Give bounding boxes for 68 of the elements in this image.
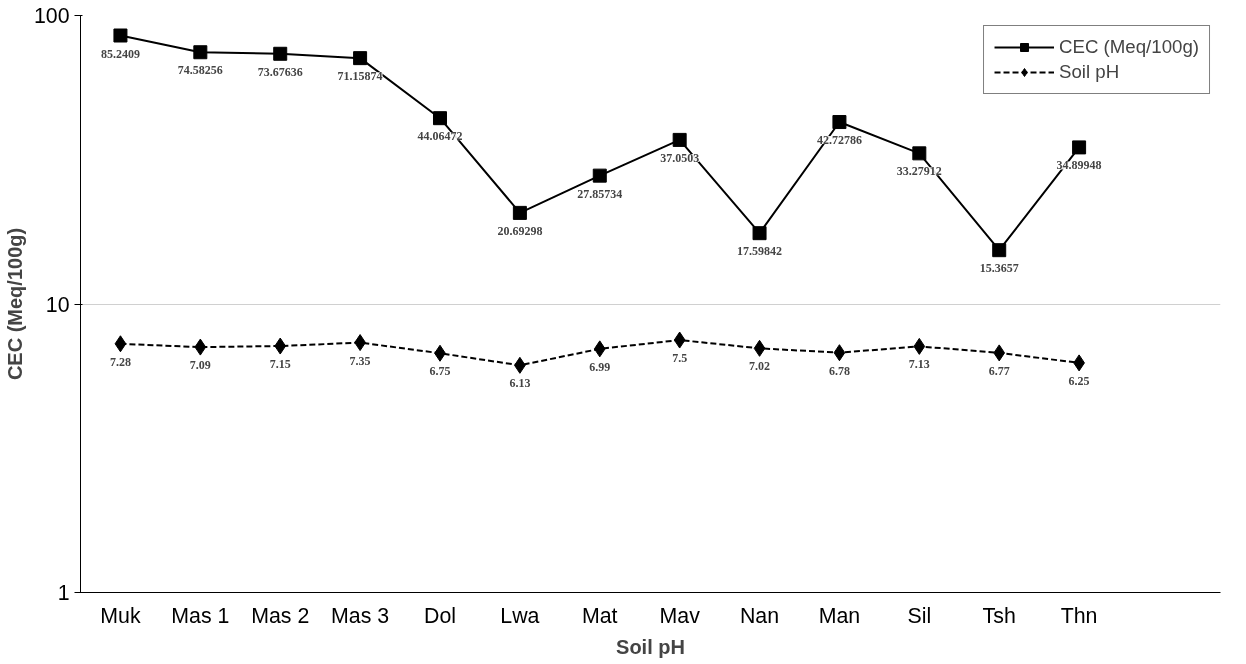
data-label: 71.15874	[337, 69, 383, 84]
point	[672, 132, 687, 147]
point	[833, 344, 846, 362]
x-tick-label: Tsh	[982, 603, 1016, 628]
point	[274, 337, 287, 355]
data-label: 74.58256	[177, 63, 223, 78]
data-label: 15.3657	[979, 261, 1019, 276]
data-label: 17.59842	[737, 244, 783, 259]
point	[913, 337, 926, 355]
data-label: 7.28	[109, 354, 131, 369]
x-tick-label: Dol	[423, 603, 457, 628]
x-tick-label: Mas 3	[331, 603, 390, 628]
point	[433, 111, 447, 126]
y-axis-title: CEC (Meq/100g)	[3, 227, 26, 381]
x-axis-title: Soil pH	[616, 635, 685, 658]
x-tick-label: Mat	[581, 603, 618, 628]
y-tick-label: 100	[33, 4, 70, 28]
y-tick-label: 1	[57, 581, 70, 605]
x-tick-label: Man	[818, 603, 861, 628]
data-label: 85.2409	[100, 46, 140, 61]
data-label: 44.06472	[417, 129, 463, 144]
point	[593, 340, 606, 358]
data-label: 7.15	[269, 357, 291, 372]
data-label: 7.5	[672, 351, 688, 366]
point	[832, 115, 847, 130]
point	[993, 344, 1006, 362]
point	[912, 146, 927, 161]
x-tick-label: Mas 2	[251, 603, 310, 628]
point	[114, 335, 127, 353]
data-label: 27.85734	[577, 186, 623, 201]
data-label: 20.69298	[497, 223, 543, 238]
x-tick-label: Muk	[100, 603, 141, 628]
x-tick-label: Mav	[659, 603, 701, 628]
data-label: 34.89948	[1056, 158, 1102, 173]
point	[193, 45, 208, 60]
y-tick-label: 10	[45, 292, 70, 317]
data-label: 37.0503	[660, 150, 700, 165]
data-label: 6.99	[589, 359, 611, 374]
x-tick-label: Sil	[907, 603, 932, 628]
data-label: 6.25	[1068, 373, 1090, 388]
data-label: 7.35	[349, 353, 371, 368]
data-label: 7.02	[749, 359, 771, 374]
x-tick-label: Mas 1	[171, 603, 230, 628]
point	[752, 226, 767, 241]
legend-label: CEC (Meq/100g)	[1059, 36, 1199, 58]
point	[753, 339, 766, 357]
x-tick-label: Nan	[739, 603, 780, 628]
legend-label: Soil pH	[1059, 61, 1120, 83]
point	[592, 168, 607, 183]
data-label: 73.67636	[257, 64, 303, 79]
point	[273, 46, 288, 61]
data-label: 6.78	[828, 363, 850, 378]
point	[1072, 140, 1087, 155]
point	[194, 338, 207, 356]
data-label: 6.77	[988, 363, 1010, 378]
data-label: 6.13	[509, 376, 531, 391]
point	[512, 205, 527, 220]
x-tick-label: Lwa	[500, 603, 540, 628]
point	[113, 28, 128, 43]
data-label: 42.72786	[816, 133, 862, 148]
data-label: 6.75	[429, 364, 451, 379]
data-label: 7.13	[908, 357, 930, 372]
point	[353, 51, 368, 66]
point	[673, 331, 686, 349]
data-label: 33.27912	[896, 164, 942, 179]
point	[992, 243, 1007, 258]
x-tick-label: Thn	[1060, 603, 1098, 628]
data-label: 7.09	[189, 358, 211, 373]
